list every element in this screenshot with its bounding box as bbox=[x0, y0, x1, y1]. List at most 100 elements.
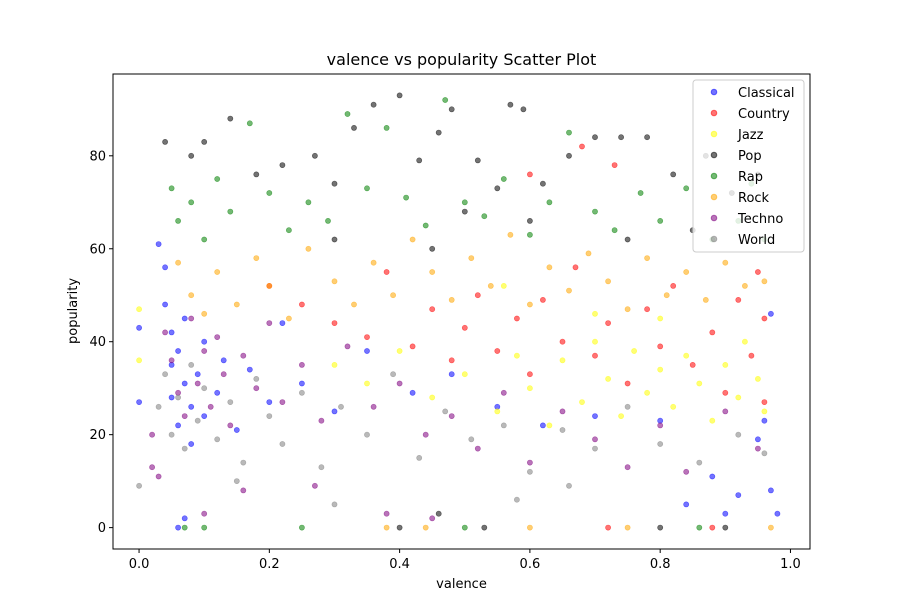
point-rock bbox=[253, 255, 260, 261]
point-classical bbox=[768, 487, 774, 494]
legend-label-pop: Pop bbox=[738, 149, 762, 164]
point-pop bbox=[474, 157, 481, 164]
point-techno bbox=[240, 352, 247, 359]
point-classical bbox=[774, 510, 781, 517]
point-rap bbox=[592, 208, 598, 215]
point-jazz bbox=[742, 338, 748, 345]
point-world bbox=[155, 403, 162, 410]
point-techno bbox=[448, 413, 455, 419]
point-jazz bbox=[722, 361, 729, 368]
point-pop bbox=[331, 180, 338, 187]
point-rock bbox=[468, 255, 475, 261]
point-rock bbox=[370, 259, 377, 266]
point-world bbox=[227, 399, 234, 405]
legend-label-jazz: Jazz bbox=[737, 128, 764, 143]
plot-frame bbox=[112, 73, 811, 550]
point-rock bbox=[409, 236, 416, 243]
point-rap bbox=[364, 185, 370, 192]
point-techno bbox=[657, 422, 664, 429]
legend-marker-world bbox=[710, 235, 718, 243]
point-pop bbox=[162, 138, 168, 145]
point-jazz bbox=[579, 399, 585, 405]
point-classical bbox=[761, 417, 768, 424]
point-rap bbox=[181, 524, 188, 531]
point-world bbox=[253, 375, 260, 382]
point-classical bbox=[364, 348, 370, 354]
point-techno bbox=[474, 445, 481, 452]
point-country bbox=[761, 399, 768, 405]
point-jazz bbox=[592, 338, 598, 345]
point-world bbox=[188, 361, 195, 368]
y-tick-label: 80 bbox=[89, 149, 106, 164]
point-world bbox=[442, 408, 449, 415]
point-pop bbox=[494, 185, 501, 192]
point-techno bbox=[181, 413, 188, 419]
point-techno bbox=[149, 431, 155, 438]
point-country bbox=[657, 343, 664, 350]
point-techno bbox=[162, 329, 168, 336]
point-rock bbox=[702, 296, 709, 303]
point-rap bbox=[566, 129, 572, 136]
point-classical bbox=[168, 329, 175, 336]
y-axis-label: popularity bbox=[66, 278, 81, 344]
point-country bbox=[429, 306, 436, 313]
point-techno bbox=[422, 431, 429, 438]
point-rock bbox=[546, 264, 553, 271]
point-classical bbox=[768, 310, 774, 317]
point-rap bbox=[422, 222, 429, 229]
y-tick-label: 20 bbox=[89, 428, 106, 443]
point-pop bbox=[253, 171, 260, 178]
point-world bbox=[233, 478, 240, 484]
point-rock bbox=[683, 269, 690, 275]
point-classical bbox=[266, 399, 273, 405]
point-world bbox=[181, 445, 188, 452]
point-classical bbox=[175, 348, 181, 354]
point-rock bbox=[448, 296, 455, 303]
point-classical bbox=[220, 357, 227, 364]
legend-marker-rap bbox=[710, 172, 718, 180]
point-world bbox=[559, 427, 566, 433]
point-techno bbox=[194, 380, 201, 387]
point-techno bbox=[683, 468, 690, 475]
point-world bbox=[240, 459, 247, 466]
y-tick-label: 0 bbox=[98, 521, 106, 536]
point-techno bbox=[214, 334, 221, 340]
legend-marker-pop bbox=[710, 151, 718, 159]
legend-label-techno: Techno bbox=[737, 212, 783, 227]
y-tick-label: 60 bbox=[89, 242, 106, 257]
points-layer bbox=[136, 92, 781, 531]
point-pop bbox=[527, 217, 533, 224]
point-rock bbox=[383, 524, 390, 531]
y-axis: 0 20 40 60 80 bbox=[89, 149, 113, 536]
point-techno bbox=[227, 422, 234, 429]
point-classical bbox=[331, 408, 338, 415]
point-rap bbox=[696, 524, 703, 531]
point-rap bbox=[175, 217, 181, 224]
legend-label-classical: Classical bbox=[738, 86, 795, 101]
point-rap bbox=[546, 199, 553, 206]
point-world bbox=[194, 417, 201, 424]
point-rock bbox=[761, 278, 768, 285]
point-jazz bbox=[761, 408, 768, 415]
point-pop bbox=[279, 162, 286, 168]
point-pop bbox=[370, 101, 377, 108]
point-techno bbox=[755, 445, 761, 452]
point-pop bbox=[644, 134, 650, 141]
point-classical bbox=[162, 301, 168, 308]
point-classical bbox=[155, 241, 162, 247]
point-classical bbox=[181, 380, 188, 387]
point-techno bbox=[500, 389, 507, 396]
x-tick-label: 0.8 bbox=[650, 557, 671, 572]
point-classical bbox=[279, 320, 286, 326]
point-country bbox=[755, 269, 761, 275]
point-rock bbox=[624, 306, 631, 313]
point-techno bbox=[624, 464, 631, 471]
point-rap bbox=[266, 190, 273, 196]
point-classical bbox=[201, 338, 208, 345]
point-country bbox=[409, 343, 416, 350]
point-jazz bbox=[527, 385, 533, 392]
x-tick-label: 0.4 bbox=[389, 557, 410, 572]
point-rock bbox=[507, 231, 514, 238]
point-pop bbox=[507, 101, 514, 108]
point-rock bbox=[351, 301, 357, 308]
